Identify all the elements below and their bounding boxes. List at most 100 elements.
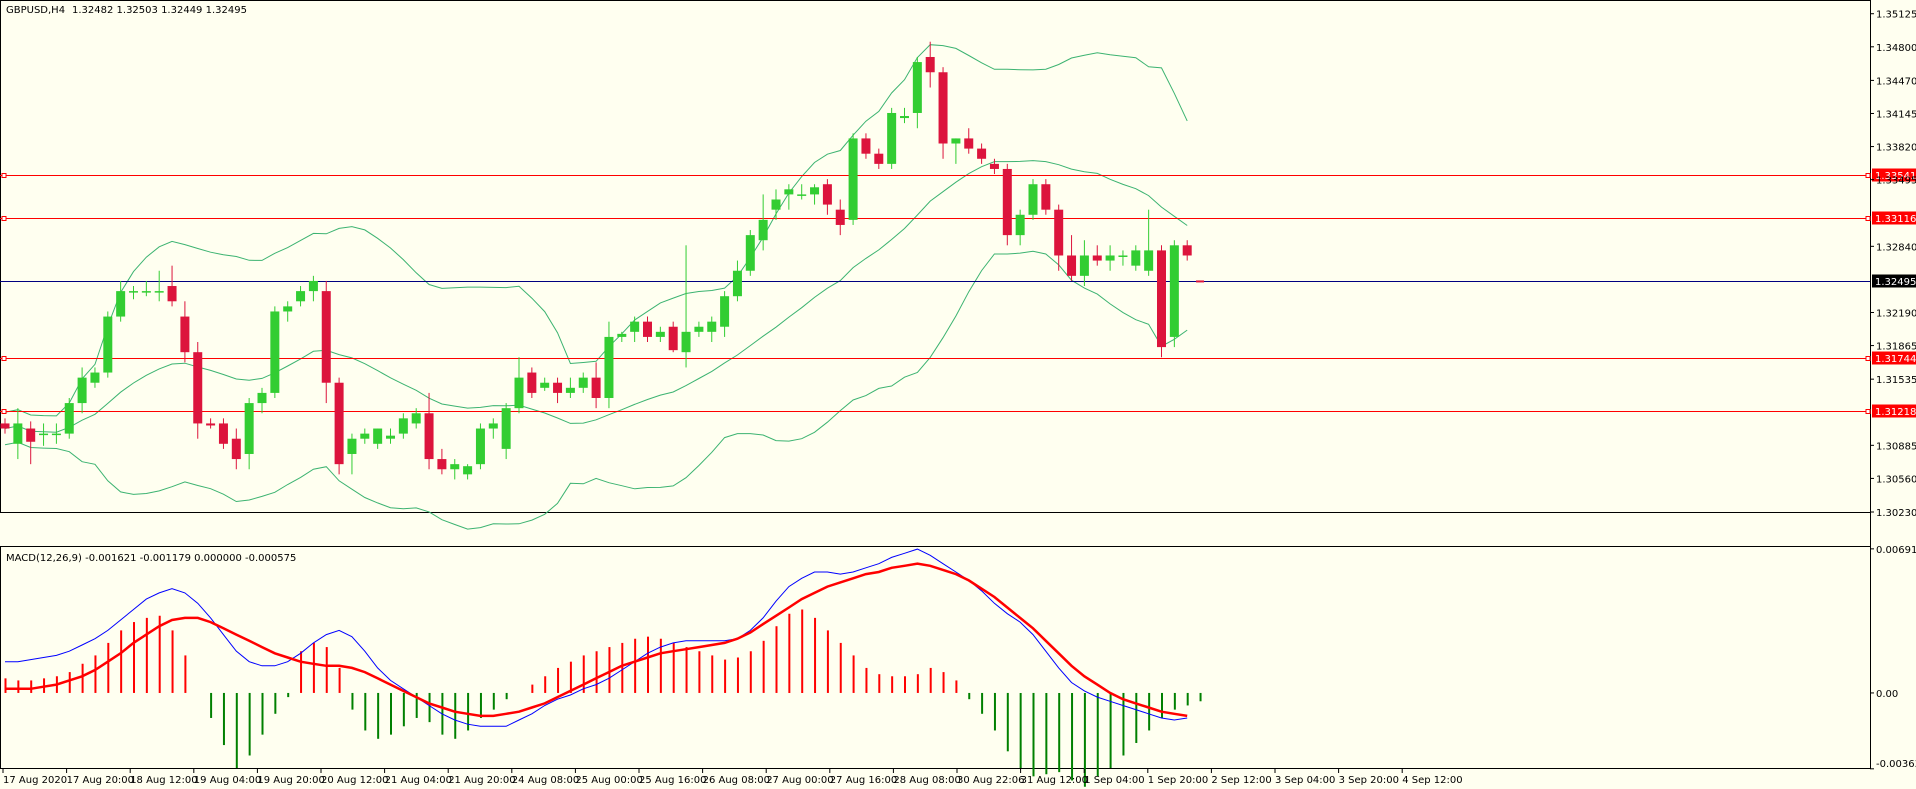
candle-bull: [116, 291, 126, 317]
time-tick-label: 26 Aug 08:00: [703, 775, 770, 786]
candle-bull: [450, 464, 460, 470]
candle-bull: [398, 418, 408, 434]
candle-bear: [1054, 209, 1064, 256]
candle-bull: [694, 326, 704, 332]
ohlc-values: 1.32482 1.32503 1.32449 1.32495: [72, 5, 247, 16]
candle-bear: [218, 423, 228, 444]
macd-label: MACD(12,26,9) -0.001621 -0.001179 0.0000…: [6, 553, 296, 564]
price-tick-label: 1.31865: [1876, 342, 1916, 353]
price-tick-label: 1.30885: [1876, 441, 1916, 452]
level-anchor-right[interactable]: [1865, 216, 1871, 221]
candle-bull: [270, 311, 280, 393]
candle-bear: [861, 138, 871, 154]
level-anchor-right[interactable]: [1865, 173, 1871, 178]
price-tick-label: 1.33820: [1876, 143, 1916, 154]
candle-bear: [874, 153, 884, 164]
level-anchor-left[interactable]: [1, 409, 7, 414]
time-tick-label: 24 Aug 08:00: [512, 775, 579, 786]
level-anchor-right[interactable]: [1865, 356, 1871, 361]
candle-bear: [835, 209, 845, 225]
bollinger-band-upper: [4, 44, 1188, 417]
time-tick-label: 1 Sep 04:00: [1084, 775, 1144, 786]
candle-bull: [347, 438, 357, 454]
candle-bull: [1015, 214, 1025, 236]
candlesticks: [0, 41, 1205, 480]
candle-bear: [553, 382, 563, 393]
candle-bull: [630, 321, 640, 332]
level-anchor-left[interactable]: [1, 356, 7, 361]
candle-bear: [167, 286, 177, 302]
current-price-tag: [1872, 274, 1916, 288]
level-price-label: 1.33541: [1875, 171, 1916, 182]
candle-bull: [13, 423, 23, 444]
time-tick-label: 30 Aug 22:06: [957, 775, 1024, 786]
candle-bear: [977, 148, 987, 159]
price-tick-label: 1.34145: [1876, 109, 1916, 120]
candle-bull: [565, 387, 575, 393]
candle-bull: [296, 291, 306, 302]
candle-bear: [193, 352, 203, 424]
time-tick-label: 21 Aug 20:00: [448, 775, 515, 786]
level-anchor-right[interactable]: [1865, 409, 1871, 414]
candle-bear: [206, 423, 216, 426]
bollinger-band-lower: [4, 250, 1188, 530]
level-price-tag: [1872, 211, 1916, 225]
candle-bull: [77, 377, 87, 404]
candle-bull: [617, 333, 627, 337]
level-anchor-left[interactable]: [1, 173, 7, 178]
time-tick-label: 27 Aug 16:00: [830, 775, 897, 786]
time-tick-label: 31 Aug 12:00: [1021, 775, 1088, 786]
candle-bear: [1041, 184, 1051, 210]
price-tick-label: 1.32190: [1876, 308, 1916, 319]
candle-bear: [1067, 255, 1077, 276]
candle-bear: [591, 377, 601, 398]
candle-bull: [129, 291, 138, 293]
time-tick-label: 19 Aug 04:00: [194, 775, 261, 786]
candle-bull: [64, 403, 74, 434]
candle-bull: [475, 428, 485, 465]
candle-bear: [527, 372, 537, 393]
price-tick-label: 1.31535: [1876, 375, 1916, 386]
time-tick-label: 25 Aug 16:00: [639, 775, 706, 786]
price-tick-label: 1.35125: [1876, 10, 1916, 21]
candle-bear: [668, 326, 678, 351]
level-price-label: 1.31218: [1875, 407, 1916, 418]
candle-bull: [848, 138, 858, 220]
time-tick-label: 17 Aug 2020: [3, 775, 67, 786]
candle-bull: [771, 199, 781, 210]
time-tick-label: 19 Aug 20:00: [257, 775, 324, 786]
candle-bear: [964, 138, 974, 149]
macd-line: [5, 548, 1188, 727]
time-tick-label: 4 Sep 12:00: [1402, 775, 1462, 786]
candle-bull: [810, 187, 820, 195]
candle-bear: [1002, 168, 1012, 236]
candle-bull: [154, 291, 164, 293]
candle-bull: [360, 433, 370, 439]
time-tick-label: 17 Aug 20:00: [67, 775, 134, 786]
level-anchor-left[interactable]: [1, 216, 7, 221]
candle-bull: [1105, 255, 1115, 261]
candle-bull: [411, 413, 421, 424]
price-tick-label: 1.30230: [1876, 508, 1916, 519]
candle-bear: [26, 428, 36, 442]
macd-tick-label: 0.006911: [1876, 545, 1916, 556]
candle-bull: [720, 296, 730, 327]
candle-bull: [501, 408, 511, 449]
candle-bull: [540, 382, 550, 388]
candle-bull: [488, 423, 498, 429]
candle-bear: [437, 459, 447, 470]
time-tick-label: 28 Aug 08:00: [893, 775, 960, 786]
candle-bull: [386, 435, 395, 439]
candle-bull: [707, 321, 717, 332]
time-tick-label: 27 Aug 00:00: [766, 775, 833, 786]
level-price-tag: [1872, 168, 1916, 182]
price-tick-label: 1.34800: [1876, 43, 1916, 54]
candle-bull: [732, 270, 742, 297]
candle-bull: [1169, 245, 1179, 337]
candle-bear: [1182, 245, 1192, 256]
time-tick-label: 3 Sep 04:00: [1275, 775, 1335, 786]
macd-signal-line: [5, 562, 1188, 718]
